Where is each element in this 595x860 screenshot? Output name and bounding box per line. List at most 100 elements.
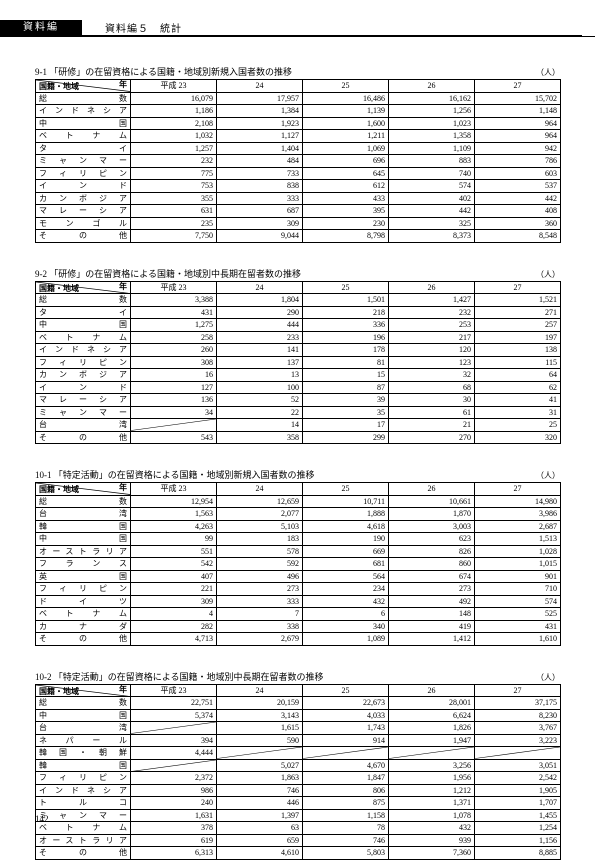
table-row: フ ィ リ ピ ン221273234273710 xyxy=(36,583,561,596)
data-cell: 407 xyxy=(131,570,217,583)
data-cell: 710 xyxy=(475,583,561,596)
data-cell: 1,384 xyxy=(217,105,303,118)
year-column-header: 25 xyxy=(303,483,389,496)
row-label: カ ン ボ ジ ア xyxy=(36,192,131,205)
data-cell: 234 xyxy=(303,583,389,596)
data-cell: 860 xyxy=(389,558,475,571)
row-label: マ レ ー シ ア xyxy=(36,205,131,218)
row-label: そ の 他 xyxy=(36,431,131,444)
data-cell: 2,687 xyxy=(475,520,561,533)
data-cell: 1,023 xyxy=(389,117,475,130)
table-block-t92: 9-2 「研修」の在留資格による国籍・地域別中長期在留者数の推移（人）年国籍・地… xyxy=(35,267,560,445)
data-cell: 964 xyxy=(475,130,561,143)
data-cell: 444 xyxy=(217,319,303,332)
header-diagonal-cell: 年国籍・地域 xyxy=(36,281,131,294)
data-cell: 4,713 xyxy=(131,633,217,646)
data-cell: 25 xyxy=(475,419,561,432)
table-block-t101: 10-1 「特定活動」の在留資格による国籍・地域別新規入国者数の推移（人）年国籍… xyxy=(35,468,560,646)
data-cell: 355 xyxy=(131,192,217,205)
data-cell: 218 xyxy=(303,306,389,319)
table-row: ミ ャ ン マ ー232484696883786 xyxy=(36,155,561,168)
table-title: 9-1 「研修」の在留資格による国籍・地域別新規入国者数の推移 xyxy=(35,65,292,78)
data-cell: 1,631 xyxy=(131,809,217,822)
data-cell: 432 xyxy=(389,822,475,835)
data-cell: 87 xyxy=(303,381,389,394)
row-label: 総 数 xyxy=(36,294,131,307)
table-header-row: 年国籍・地域平成 2324252627 xyxy=(36,684,561,697)
data-cell: 136 xyxy=(131,394,217,407)
table-title: 9-2 「研修」の在留資格による国籍・地域別中長期在留者数の推移 xyxy=(35,267,301,280)
data-cell: 1,158 xyxy=(303,809,389,822)
table-row: フ ィ リ ピ ン2,3721,8631,8471,9562,542 xyxy=(36,772,561,785)
data-cell: 1,089 xyxy=(303,633,389,646)
table-row: ベ ト ナ ム258233196217197 xyxy=(36,331,561,344)
data-table: 年国籍・地域平成 2324252627総 数16,07917,95716,486… xyxy=(35,79,561,243)
data-cell: 1,028 xyxy=(475,545,561,558)
table-block-t91: 9-1 「研修」の在留資格による国籍・地域別新規入国者数の推移（人）年国籍・地域… xyxy=(35,65,560,243)
data-cell: 190 xyxy=(303,533,389,546)
row-label: モ ン ゴ ル xyxy=(36,217,131,230)
data-cell: 336 xyxy=(303,319,389,332)
table-row: モ ン ゴ ル235309230325360 xyxy=(36,217,561,230)
page-number: 142 xyxy=(35,814,49,824)
data-cell: 8,230 xyxy=(475,709,561,722)
data-cell: 221 xyxy=(131,583,217,596)
data-cell xyxy=(217,747,303,760)
data-cell: 1,863 xyxy=(217,772,303,785)
table-row: ミ ャ ン マ ー1,6311,3971,1581,0781,455 xyxy=(36,809,561,822)
row-label: 台 湾 xyxy=(36,419,131,432)
data-cell: 496 xyxy=(217,570,303,583)
data-cell: 1,212 xyxy=(389,784,475,797)
data-cell: 543 xyxy=(131,431,217,444)
year-column-header: 27 xyxy=(475,281,561,294)
table-row: そ の 他6,3134,6105,8037,3608,885 xyxy=(36,847,561,860)
data-cell: 1,211 xyxy=(303,130,389,143)
data-cell: 35 xyxy=(303,406,389,419)
table-row: 中 国991831906231,513 xyxy=(36,533,561,546)
data-cell: 1,947 xyxy=(389,734,475,747)
data-cell: 309 xyxy=(131,595,217,608)
year-column-header: 24 xyxy=(217,684,303,697)
data-cell: 1,397 xyxy=(217,809,303,822)
data-cell: 240 xyxy=(131,797,217,810)
data-cell: 431 xyxy=(475,620,561,633)
table-row: 韓 国5,0274,6703,2563,051 xyxy=(36,759,561,772)
data-cell: 8,373 xyxy=(389,230,475,243)
data-cell: 4,618 xyxy=(303,520,389,533)
row-label: イ ン ド ネ シ ア xyxy=(36,344,131,357)
table-row: 英 国407496564674901 xyxy=(36,570,561,583)
data-cell: 32 xyxy=(389,369,475,382)
row-label: フ ラ ン ス xyxy=(36,558,131,571)
data-cell: 21 xyxy=(389,419,475,432)
table-row: イ ン ド ネ シ ア1,1861,3841,1391,2561,148 xyxy=(36,105,561,118)
year-column-header: 24 xyxy=(217,281,303,294)
data-cell: 484 xyxy=(217,155,303,168)
data-cell: 1,870 xyxy=(389,508,475,521)
data-cell: 1,610 xyxy=(475,633,561,646)
data-cell: 358 xyxy=(217,431,303,444)
data-cell xyxy=(131,722,217,735)
table-row: 中 国2,1081,9231,6001,023964 xyxy=(36,117,561,130)
row-label: オーストラリア xyxy=(36,834,131,847)
header-diagonal-cell: 年国籍・地域 xyxy=(36,80,131,93)
data-cell: 914 xyxy=(303,734,389,747)
data-cell: 34 xyxy=(131,406,217,419)
data-cell: 4,670 xyxy=(303,759,389,772)
data-cell: 4,263 xyxy=(131,520,217,533)
data-cell: 3,223 xyxy=(475,734,561,747)
year-column-header: 平成 23 xyxy=(131,483,217,496)
data-cell: 986 xyxy=(131,784,217,797)
data-cell: 197 xyxy=(475,331,561,344)
table-row: 台 湾14172125 xyxy=(36,419,561,432)
header-region-label: 国籍・地域 xyxy=(39,484,79,495)
data-cell: 13 xyxy=(217,369,303,382)
data-cell: 16,162 xyxy=(389,92,475,105)
data-cell: 183 xyxy=(217,533,303,546)
table-row: カ ナ ダ282338340419431 xyxy=(36,620,561,633)
data-cell: 659 xyxy=(217,834,303,847)
table-row: カ ン ボ ジ ア1613153264 xyxy=(36,369,561,382)
row-label: イ ン ド ネ シ ア xyxy=(36,784,131,797)
data-cell: 578 xyxy=(217,545,303,558)
data-cell: 17 xyxy=(303,419,389,432)
data-cell: 1,563 xyxy=(131,508,217,521)
